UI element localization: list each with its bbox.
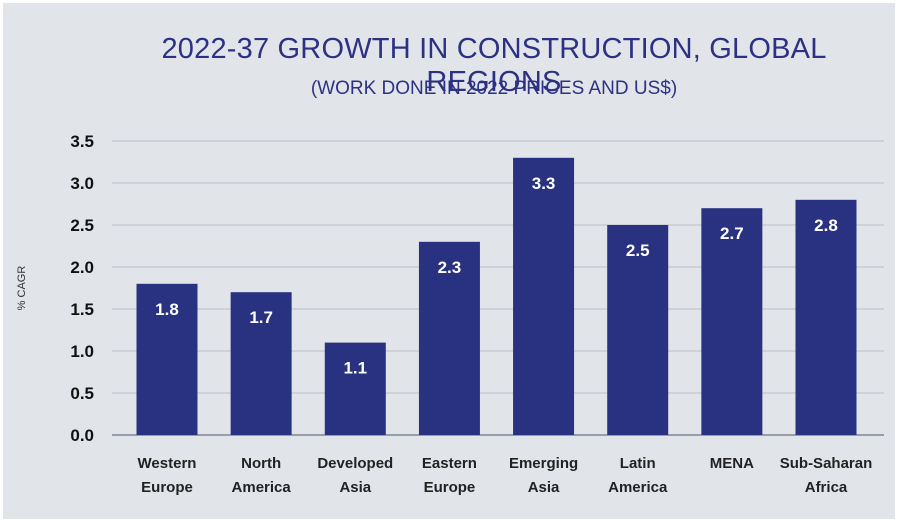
- x-category-label: North America: [232, 455, 292, 496]
- y-tick-label: 2.0: [70, 258, 94, 277]
- bar: [324, 342, 386, 435]
- data-label: 1.8: [155, 300, 179, 319]
- data-label: 1.7: [249, 308, 273, 327]
- y-axis-ticks: 0.0 0.5 1.0 1.5 2.0 2.5 3.0 3.5: [70, 132, 94, 445]
- data-labels: 1.8 1.7 1.1 2.3 3.3 2.5 2.7 2.8: [155, 174, 838, 378]
- grid-lines: [112, 140, 884, 436]
- data-label: 2.8: [814, 216, 838, 235]
- x-category-label: Developed Asia: [317, 455, 393, 496]
- y-tick-label: 1.0: [70, 342, 94, 361]
- x-category-label: Sub-Saharan Africa: [780, 455, 873, 496]
- bar: [513, 157, 575, 436]
- bar: [136, 283, 198, 435]
- y-tick-label: 3.0: [70, 174, 94, 193]
- data-label: 3.3: [532, 174, 556, 193]
- x-category-label: Western Europe: [138, 455, 197, 496]
- x-category-label: MENA: [710, 455, 754, 472]
- y-tick-label: 0.5: [70, 384, 94, 403]
- y-tick-label: 0.0: [70, 426, 94, 445]
- y-tick-label: 1.5: [70, 300, 94, 319]
- bar: [230, 292, 292, 435]
- x-category-label: Latin America: [608, 455, 668, 496]
- chart-subtitle: (WORK DONE IN 2022 PRICES AND US$): [310, 78, 678, 99]
- y-tick-label: 2.5: [70, 216, 94, 235]
- bar: [701, 208, 763, 435]
- bars: [136, 157, 857, 436]
- x-axis-categories: Western Europe North America Developed Asia Ea…: [138, 455, 873, 496]
- x-category-label: Eastern Europe: [422, 455, 477, 496]
- bar: [607, 225, 669, 435]
- data-label: 1.1: [343, 359, 367, 378]
- chart-title: 2022-37 GROWTH IN CONSTRUCTION, GLOBAL R…: [161, 33, 827, 98]
- y-tick-label: 3.5: [70, 132, 94, 151]
- data-label: 2.5: [626, 241, 650, 260]
- data-label: 2.7: [720, 224, 744, 243]
- bar: [418, 241, 480, 435]
- bar: [795, 199, 857, 435]
- data-label: 2.3: [438, 258, 462, 277]
- x-category-label: Emerging Asia: [509, 455, 578, 496]
